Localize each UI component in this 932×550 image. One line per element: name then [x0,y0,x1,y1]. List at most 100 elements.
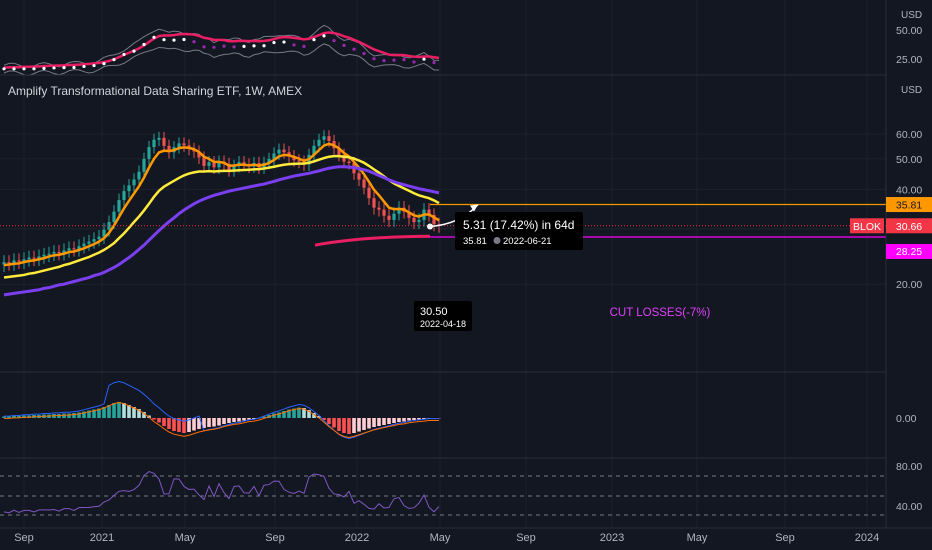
price-tags: 35.81 BLOK 30.66 28.25 [850,197,932,259]
top-dot [2,67,6,71]
top-dot [192,40,196,44]
top-dot [422,57,426,61]
target-price-tag [886,197,932,213]
top-dot [312,38,316,42]
candle [312,139,316,162]
top-dot [242,44,246,48]
macd-bar [337,418,341,431]
top-dot [172,38,176,42]
macd-bar [362,418,366,430]
candle [32,250,36,267]
top-dot [142,42,146,47]
symbol-tag-text: BLOK [853,221,881,233]
macd-bar [162,418,166,426]
time-axis-tick: Sep [14,532,34,544]
projection-box [455,212,583,250]
top-dot [412,60,416,64]
candle [27,250,31,267]
candle [322,130,326,147]
current-price-tag-text: 30.66 [896,221,922,233]
macd-bar [397,418,401,422]
candle [367,181,371,205]
macd-bar [187,418,191,432]
top-lower-band [3,43,440,76]
top-dot [182,37,186,42]
candle [242,156,246,171]
macd-bar [222,418,226,424]
candle [97,229,101,247]
macd-bar [342,418,346,433]
top-dot [272,40,276,45]
macd-bar [247,418,251,420]
support-curve [314,234,431,247]
time-axis-ticks: Sep 2021 May Sep 2022 May Sep 2023 May Sep 2024 [14,532,879,544]
macd-bar [357,418,361,432]
macd-bar [202,418,206,428]
macd-bar [207,418,211,427]
macd-bar [317,416,321,418]
price-axis-tick: 20.00 [896,279,922,291]
candle [117,193,121,219]
candle [52,245,56,261]
top-indicator-panel [0,24,886,76]
rsi-axis-tick: 40.00 [896,501,922,513]
price-axis-tick: 60.00 [896,129,922,141]
candle [37,249,41,267]
macd-bar [292,408,296,418]
price-axis[interactable]: USD 50.00 25.00 USD 60.0050.0040.0030.00… [885,0,922,528]
time-axis-tick: Sep [516,532,536,544]
current-price-tag [886,218,932,234]
top-dot [382,59,386,63]
candle [377,201,381,217]
projection-annotation[interactable]: 5.31 (17.42%) in 64d 35.81 2022-06-21 30… [414,204,583,331]
entry-box [414,301,472,331]
candle [92,232,96,249]
ema-long-line [3,165,440,297]
macd-bar [372,418,376,427]
top-indicator-lines [3,24,440,76]
top-dot [52,66,56,70]
candle [67,241,71,258]
top-dot [352,47,356,51]
time-axis[interactable]: Sep 2021 May Sep 2022 May Sep 2023 May Sep 2024 [0,527,932,544]
clock-icon [493,237,501,244]
price-axis-currency: USD [901,85,922,96]
top-dot [322,34,326,38]
ema-mid-line [3,154,440,279]
candle [362,173,366,195]
macd-bar [227,418,231,423]
macd-bar [347,418,351,434]
macd-bar [322,418,326,420]
entry-date: 2022-04-18 [420,319,466,329]
macd-bar [412,418,416,420]
top-dot [122,52,126,57]
top-dot [362,51,366,56]
macd-bar [212,418,216,427]
candle [407,205,411,225]
stop-price-tag-text: 28.25 [896,246,922,258]
macd-bar [307,410,311,418]
macd-bar [272,413,276,418]
top-axis-currency: USD [901,10,922,21]
candle [57,245,61,261]
macd-bar [277,412,281,418]
top-ema-line [3,31,440,69]
macd-bar [132,407,136,418]
macd-bar [167,418,171,429]
time-axis-tick: 2023 [600,532,624,544]
macd-bar [17,416,21,418]
macd-bar [262,416,266,418]
top-dot [402,58,406,62]
top-dot [112,58,116,62]
macd-bar [157,418,161,423]
candle [202,151,206,173]
top-axis-tick: 50.00 [896,25,922,37]
macd-bar [387,418,391,424]
macd-bar [7,416,11,418]
macd-bar [62,413,66,418]
time-axis-tick: May [687,532,708,544]
top-dot [72,65,76,70]
time-axis-tick: Sep [265,532,285,544]
candle [7,255,11,271]
